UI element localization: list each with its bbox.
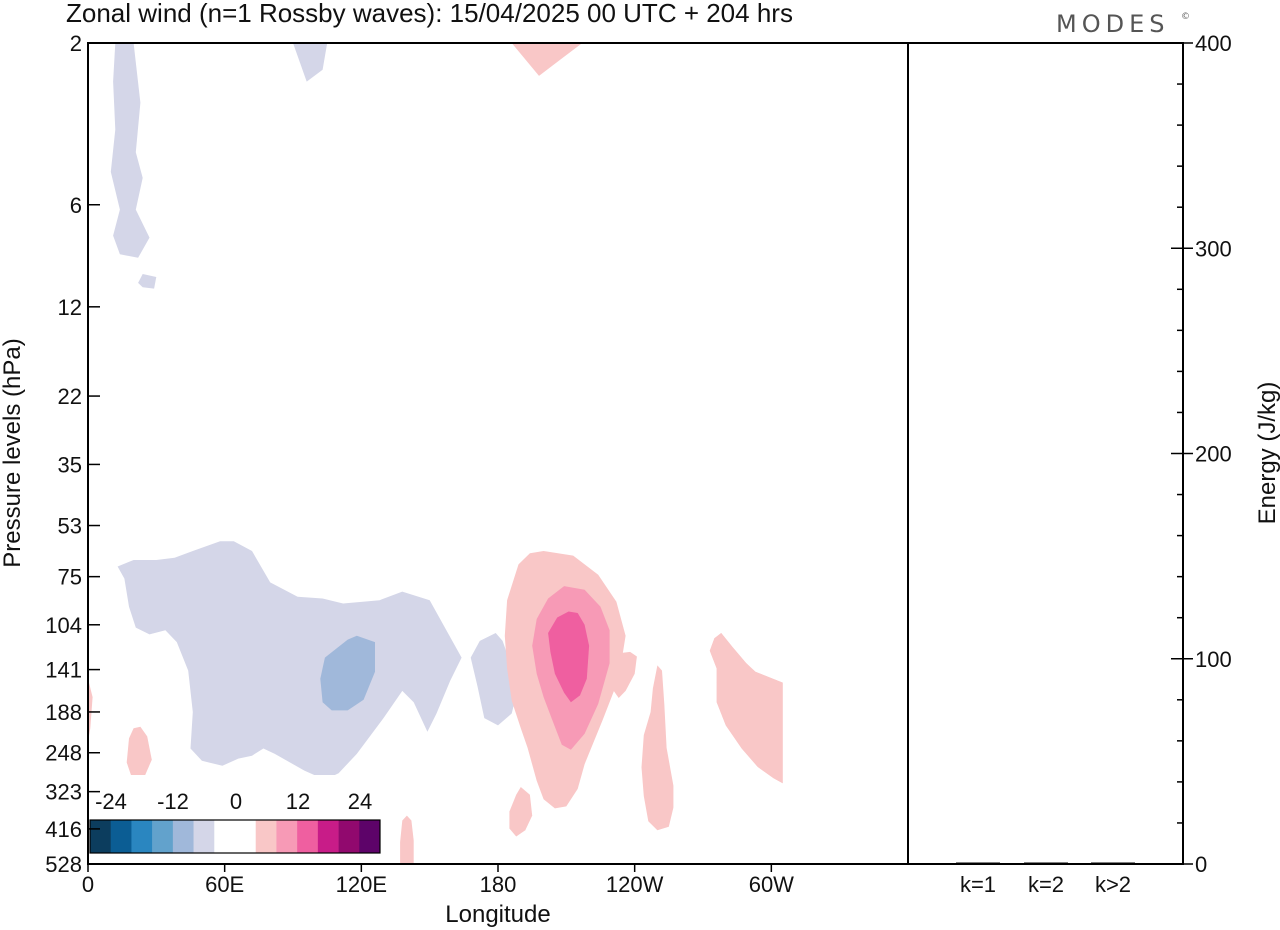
- contour-pos-12: [548, 611, 590, 703]
- colorbar-label: 0: [230, 789, 242, 814]
- brand-logo: MODES: [1056, 10, 1169, 38]
- contour-pos-6: [641, 665, 674, 831]
- x-tick-label: 60E: [205, 872, 244, 897]
- colorbar-swatch: [359, 820, 381, 853]
- pressure-axis: 2 6 12 22 35 53 75 104 141 188 248 323 416 528: [45, 31, 100, 877]
- x-tick-label: 60W: [749, 872, 794, 897]
- energy-tick-label: 300: [1195, 236, 1232, 261]
- x-tick-label: 180: [480, 872, 517, 897]
- energy-bar: [1024, 862, 1068, 864]
- energy-bars: k=1 k=2 k>2: [956, 862, 1135, 897]
- energy-tick-label: 400: [1195, 31, 1232, 56]
- energy-axis: 0 100 200 300 400: [1171, 31, 1232, 877]
- y-tick-label: 323: [45, 780, 82, 805]
- contour-pos-9: [509, 787, 533, 837]
- y-tick-label: 12: [58, 295, 82, 320]
- colorbar-swatch: [172, 820, 194, 853]
- contour-neg-5: [320, 635, 375, 711]
- contour-pos-5: [611, 651, 637, 698]
- colorbar-swatch: [193, 820, 215, 853]
- energy-tick-label: 200: [1195, 442, 1232, 467]
- colorbar-frame: [89, 819, 381, 854]
- contour-neg-2: [117, 541, 462, 780]
- contour-pos-4: [709, 633, 783, 784]
- y-tick-label: 416: [45, 817, 82, 842]
- x-axis-label: Longitude: [445, 901, 550, 928]
- y-tick-label: 188: [45, 700, 82, 725]
- energy-bar: [956, 862, 1000, 864]
- colorbar-swatch: [152, 820, 174, 853]
- chart-title: Zonal wind (n=1 Rossby waves): 15/04/202…: [66, 0, 793, 28]
- y-tick-label: 35: [58, 452, 82, 477]
- contour-neg-1: [110, 43, 150, 258]
- y-axis-label: Pressure levels (hPa): [0, 338, 26, 567]
- contour-pos-10: [400, 815, 414, 864]
- x-tick-label: 120E: [336, 872, 387, 897]
- energy-axis-label: Energy (J/kg): [1254, 382, 1280, 525]
- colorbar-label: -24: [95, 789, 127, 814]
- y-tick-label: 528: [45, 852, 82, 877]
- colorbar-swatch: [255, 820, 277, 853]
- colorbar-label: -12: [157, 789, 189, 814]
- brand-mark: ©: [1181, 12, 1190, 22]
- colorbar-swatch: [276, 820, 298, 853]
- y-tick-label: 2: [70, 31, 82, 56]
- energy-category-label: k=1: [960, 872, 996, 897]
- contour-neg-1b: [138, 274, 157, 289]
- x-tick-label: 120W: [606, 872, 664, 897]
- contour-pos-8: [126, 726, 152, 783]
- colorbar-swatch: [235, 820, 257, 853]
- energy-panel-frame: [907, 42, 1184, 865]
- energy-tick-label: 100: [1195, 647, 1232, 672]
- y-tick-label: 75: [58, 565, 82, 590]
- colorbar-swatch: [110, 820, 132, 853]
- energy-category-label: k=2: [1028, 872, 1064, 897]
- y-tick-label: 6: [70, 193, 82, 218]
- colorbar-label: 24: [348, 789, 372, 814]
- y-tick-label: 141: [45, 658, 82, 683]
- contour-pos-7: [88, 678, 93, 742]
- energy-bar: [1091, 862, 1135, 864]
- y-tick-label: 53: [58, 514, 82, 539]
- colorbar-swatch: [90, 820, 112, 853]
- contour-neg-1c: [293, 43, 328, 82]
- colorbar: -24 -12 0 12 24: [88, 775, 384, 857]
- energy-category-label: k>2: [1095, 872, 1131, 897]
- colorbar-swatch: [214, 820, 236, 853]
- y-tick-label: 248: [45, 741, 82, 766]
- colorbar-swatch: [338, 820, 360, 853]
- colorbar-swatch: [131, 820, 153, 853]
- y-tick-label: 22: [58, 384, 82, 409]
- longitude-axis: 0 60E 120E 180 120W 60W: [82, 864, 794, 897]
- y-tick-label: 104: [45, 613, 82, 638]
- colorbar-swatch: [317, 820, 339, 853]
- colorbar-swatch: [297, 820, 319, 853]
- contour-layer: [88, 43, 783, 864]
- x-tick-label: 0: [82, 872, 94, 897]
- energy-tick-label: 0: [1195, 852, 1207, 877]
- contour-pos-1: [511, 43, 583, 76]
- colorbar-label: 12: [286, 789, 310, 814]
